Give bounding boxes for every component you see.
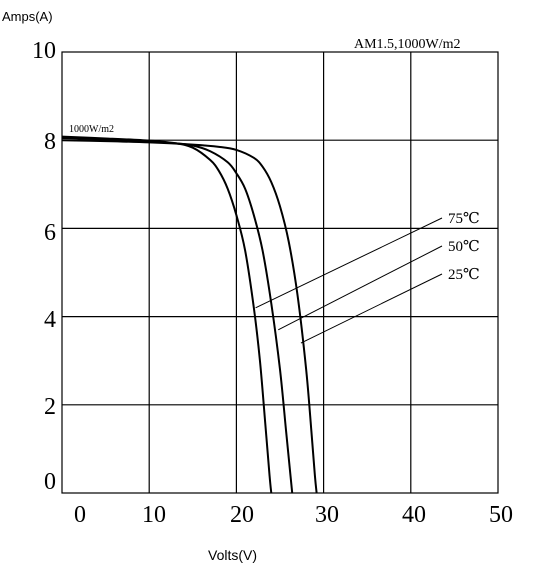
x-axis-label: Volts(V) [208,547,257,563]
irradiance-label: 1000W/m2 [69,124,114,135]
y-tick-label: 4 [44,307,56,333]
x-tick-label: 20 [230,502,254,528]
callout-leader-0 [255,217,443,309]
plot-border [61,51,499,494]
x-tick-label: 40 [402,502,426,528]
y-tick-label: 8 [44,129,56,155]
x-tick-label: 30 [315,502,339,528]
series-group [61,135,318,494]
callout-leader-1 [278,245,443,331]
y-tick-label: 0 [44,469,56,495]
y-tick-label: 6 [44,220,56,246]
callout-label-0: 75℃ [448,211,480,227]
y-tick-label: 2 [44,394,56,420]
tick-labels: 0 10 20 30 40 50 0 2 4 6 8 10 [32,38,513,528]
x-tick-label: 50 [489,502,513,528]
series-line-1 [61,137,294,494]
series-line-2 [61,139,318,494]
callout-label-2: 25℃ [448,267,480,283]
callout-label-1: 50℃ [448,239,480,255]
x-tick-label: 10 [142,502,166,528]
callout-leader-2 [300,273,443,344]
y-tick-label: 10 [32,38,56,64]
x-tick-label: 0 [74,502,86,528]
grid-lines [62,52,498,493]
series-line-0 [61,135,273,494]
condition-annotation: AM1.5,1000W/m2 [354,37,461,52]
plot-frame [61,51,499,494]
callout-group: 75℃ 50℃ 25℃ [255,211,480,344]
y-axis-label: Amps(A) [2,9,53,24]
